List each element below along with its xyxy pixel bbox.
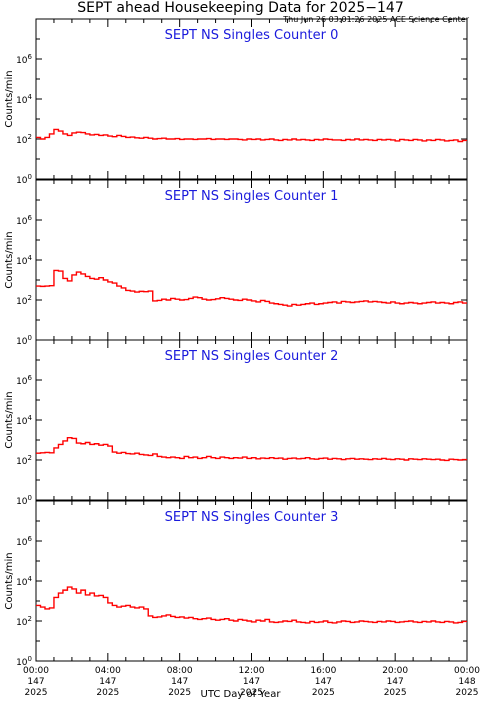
y-tick-label: 104: [16, 414, 32, 427]
y-axis-label: Counts/min: [4, 391, 15, 448]
x-tick-label-day: 147: [99, 677, 116, 687]
panel-title: SEPT NS Singles Counter 2: [165, 349, 339, 364]
y-axis-label: Counts/min: [4, 552, 15, 609]
y-tick-label: 106: [16, 53, 32, 66]
x-tick-label-time: 16:00: [310, 666, 336, 676]
x-tick-label-day: 147: [243, 677, 260, 687]
x-tick-label-year: 2025: [384, 688, 407, 698]
x-tick-label-time: 00:00: [23, 666, 49, 676]
x-tick-label-day: 147: [387, 677, 404, 687]
y-tick-label: 102: [16, 454, 32, 467]
x-tick-label-year: 2025: [240, 688, 263, 698]
panel-title: SEPT NS Singles Counter 3: [165, 510, 339, 525]
x-tick-label-day: 147: [315, 677, 332, 687]
x-tick-label-year: 2025: [456, 688, 479, 698]
y-tick-label: 104: [16, 254, 32, 267]
x-tick-label-year: 2025: [168, 688, 191, 698]
x-tick-label-time: 04:00: [95, 666, 121, 676]
x-tick-label-time: 08:00: [167, 666, 193, 676]
y-tick-label: 106: [16, 374, 32, 387]
y-tick-label: 100: [16, 494, 32, 507]
x-tick-label-day: 147: [27, 677, 44, 687]
x-axis-label: UTC Day of Year: [200, 689, 281, 700]
y-axis-label: Counts/min: [4, 70, 15, 127]
y-tick-label: 104: [16, 575, 32, 588]
y-tick-label: 106: [16, 535, 32, 548]
x-tick-label-day: 148: [458, 677, 475, 687]
y-tick-label: 102: [16, 294, 32, 307]
series-line: [36, 586, 467, 624]
x-tick-label-year: 2025: [25, 688, 48, 698]
panel-frame: [35, 179, 468, 341]
x-tick-label-time: 00:00: [454, 666, 480, 676]
x-tick-label-year: 2025: [312, 688, 335, 698]
panel-title: SEPT NS Singles Counter 1: [165, 189, 339, 204]
x-tick-label-time: 20:00: [382, 666, 408, 676]
y-axis-label: Counts/min: [4, 231, 15, 288]
panel-frame: [35, 500, 468, 662]
x-tick-label-time: 12:00: [239, 666, 265, 676]
chart-title: SEPT ahead Housekeeping Data for 2025−14…: [77, 0, 404, 16]
y-tick-label: 104: [16, 93, 32, 106]
y-tick-label: 100: [16, 173, 32, 186]
y-tick-label: 106: [16, 214, 32, 227]
y-tick-label: 102: [16, 615, 32, 628]
y-tick-label: 100: [16, 655, 32, 668]
y-tick-label: 102: [16, 133, 32, 146]
series-line: [36, 437, 467, 462]
panel-title: SEPT NS Singles Counter 0: [165, 28, 339, 43]
panel-frame: [35, 339, 468, 501]
series-line: [36, 128, 467, 143]
series-line: [36, 269, 467, 307]
x-tick-label-day: 147: [171, 677, 188, 687]
panel-frame: [35, 18, 468, 180]
y-tick-label: 100: [16, 334, 32, 347]
x-tick-label-year: 2025: [96, 688, 119, 698]
